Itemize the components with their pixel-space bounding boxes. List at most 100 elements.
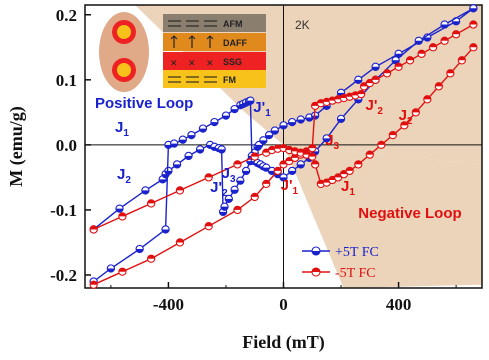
annotation-label: J'1 xyxy=(253,99,271,119)
data-point xyxy=(230,104,239,114)
data-point xyxy=(106,264,116,273)
spin-cross-icon: ✕ xyxy=(206,58,214,68)
spin-arrowhead-icon xyxy=(206,35,214,40)
spin-cross-icon: ✕ xyxy=(170,58,178,68)
data-point xyxy=(411,108,420,117)
data-point xyxy=(336,114,346,124)
data-point xyxy=(440,20,449,29)
data-point xyxy=(187,130,196,140)
data-point xyxy=(250,192,259,202)
data-point xyxy=(423,95,432,104)
temperature-label: 2K xyxy=(295,18,310,32)
data-point xyxy=(354,160,363,169)
data-point xyxy=(161,225,170,234)
data-point xyxy=(377,140,386,150)
data-point xyxy=(204,173,213,182)
inset-layer xyxy=(163,14,266,32)
inset-layer-label: FM xyxy=(223,75,236,85)
data-point xyxy=(147,254,156,263)
data-point xyxy=(236,176,245,185)
annotation-label: J1 xyxy=(341,178,355,198)
data-point xyxy=(457,56,467,65)
data-point xyxy=(198,124,208,133)
data-point xyxy=(287,166,297,176)
y-tick-label: -0.1 xyxy=(50,201,77,220)
annotation-label: J2 xyxy=(117,166,131,186)
data-point xyxy=(405,56,415,65)
data-point xyxy=(217,145,226,154)
data-point xyxy=(224,194,233,204)
inset-layer-label: DAFF xyxy=(223,38,247,48)
data-point xyxy=(365,150,374,159)
spin-arrowhead-icon xyxy=(188,35,196,40)
spin-cross-icon: ✕ xyxy=(188,58,196,68)
data-point xyxy=(118,212,127,221)
data-point xyxy=(210,117,219,127)
data-point xyxy=(241,166,251,176)
data-point xyxy=(446,69,455,78)
data-point xyxy=(259,136,268,145)
layer-schematic-inset: AFM DAFF ✕ ✕ ✕ SSG FM xyxy=(99,12,266,92)
data-point xyxy=(246,96,255,105)
data-point xyxy=(296,115,305,124)
data-point xyxy=(220,202,229,211)
legend-item: +5T FC xyxy=(302,245,379,260)
data-point xyxy=(417,49,426,58)
data-point xyxy=(230,185,239,194)
x-tick-label: 0 xyxy=(279,295,288,314)
data-point xyxy=(296,160,305,169)
data-point xyxy=(178,135,187,144)
data-point xyxy=(270,126,280,135)
data-point xyxy=(115,204,124,213)
data-point xyxy=(262,163,271,172)
inset-layer-label: SSG xyxy=(223,57,242,67)
annotation-label: Negative Loop xyxy=(358,205,461,222)
data-point xyxy=(400,121,409,130)
data-point xyxy=(388,130,397,140)
data-point xyxy=(184,151,193,161)
data-point xyxy=(279,173,288,182)
x-tick-label: -400 xyxy=(153,295,184,314)
data-point xyxy=(233,160,242,169)
inset-oval xyxy=(99,12,149,92)
data-point xyxy=(250,152,259,161)
data-point xyxy=(382,69,392,78)
x-axis-title: Field (mT) xyxy=(242,332,325,353)
data-point xyxy=(273,166,282,176)
data-point xyxy=(345,166,354,176)
legend-item: -5T FC xyxy=(302,266,376,281)
data-point xyxy=(451,30,461,39)
legend-label: -5T FC xyxy=(335,266,376,281)
annotation-label: Positive Loop xyxy=(95,95,193,112)
data-point xyxy=(89,280,98,289)
series-line xyxy=(93,46,474,231)
data-point xyxy=(469,4,478,13)
data-point xyxy=(308,143,317,153)
data-point xyxy=(147,199,156,208)
data-point xyxy=(264,130,274,140)
data-point xyxy=(285,156,294,166)
data-point xyxy=(371,75,380,84)
data-point xyxy=(118,267,127,276)
annotation-label: J1 xyxy=(115,119,129,139)
data-point xyxy=(354,75,363,84)
annotation-label: J'2 xyxy=(365,97,383,117)
curves-layer xyxy=(89,4,478,289)
data-point xyxy=(164,166,173,176)
annotation-label: J3 xyxy=(222,165,236,185)
data-point xyxy=(310,160,320,169)
data-point xyxy=(357,89,366,99)
data-point xyxy=(172,160,182,169)
inset-layer xyxy=(163,70,266,88)
legend: +5T FC -5T FC xyxy=(302,245,379,281)
data-point xyxy=(287,117,297,127)
axis-ticks: -400 0 400 0.2 0.1 0.0 -0.1 -0.2 xyxy=(50,6,457,314)
inset-layer-label: AFM xyxy=(223,19,243,29)
data-point xyxy=(322,134,331,143)
data-point xyxy=(170,139,179,148)
annotation-label: J'1 xyxy=(281,177,299,197)
inset-particle-core xyxy=(117,25,131,39)
data-point xyxy=(195,145,205,154)
inset-layer xyxy=(163,52,266,70)
